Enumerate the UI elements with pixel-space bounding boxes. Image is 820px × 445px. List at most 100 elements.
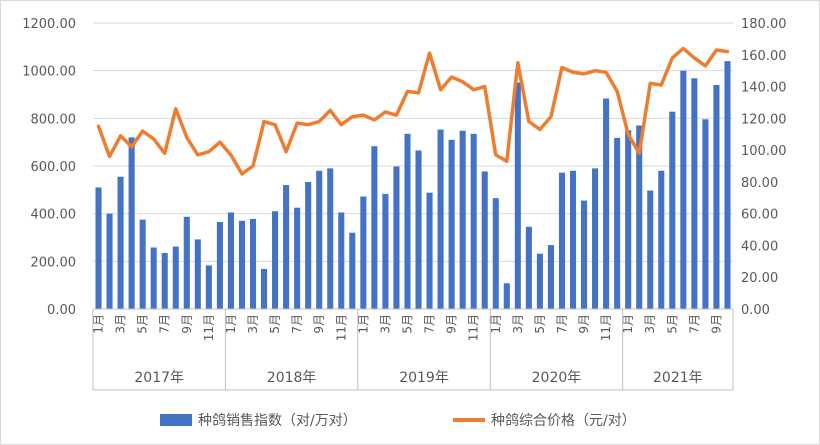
left-tick-label: 200.00	[31, 255, 77, 270]
month-tick-label: 11月	[202, 314, 216, 341]
bar	[647, 190, 654, 309]
month-tick-label: 3月	[378, 314, 392, 334]
bar	[470, 133, 477, 309]
bar	[459, 130, 466, 309]
month-tick-label: 5月	[136, 314, 150, 334]
bar	[205, 265, 212, 309]
year-label: 2019年	[399, 370, 449, 386]
month-tick-label: 5月	[533, 314, 547, 334]
month-tick-label: 3月	[643, 314, 657, 334]
bar	[194, 239, 201, 309]
month-tick-label: 1月	[356, 314, 370, 334]
bar	[603, 98, 610, 309]
month-tick-label: 5月	[268, 314, 282, 334]
left-tick-label: 0.00	[47, 303, 76, 318]
bar	[283, 185, 290, 309]
bar	[139, 219, 146, 309]
bar	[448, 139, 455, 309]
bar	[547, 245, 554, 309]
left-tick-label: 1200.00	[22, 17, 76, 32]
month-tick-label: 9月	[577, 314, 591, 334]
bar	[536, 253, 543, 309]
line-series	[96, 46, 730, 176]
right-tick-label: 40.00	[741, 239, 778, 254]
left-tick-label: 1000.00	[22, 65, 76, 80]
bar	[161, 252, 168, 309]
left-tick-label: 800.00	[31, 112, 77, 127]
bar	[183, 216, 190, 309]
year-label: 2017年	[134, 370, 184, 386]
right-tick-label: 140.00	[741, 81, 787, 96]
bar	[150, 247, 157, 309]
bar	[316, 170, 323, 309]
month-tick-label: 11月	[334, 314, 348, 341]
bar	[724, 61, 731, 310]
right-tick-label: 80.00	[741, 176, 778, 191]
right-axis-ticks: 0.00 20.00 40.00 60.00 80.00 100.00 120.00 140.…	[741, 17, 787, 318]
bar	[503, 283, 510, 309]
month-tick-label: 1月	[621, 314, 635, 334]
bar	[481, 171, 488, 309]
month-tick-label: 3月	[246, 314, 260, 334]
month-tick-label: 9月	[709, 314, 723, 334]
legend-label-bar: 种鸽销售指数（对/万对）	[198, 412, 357, 429]
bar	[581, 200, 588, 309]
bar	[95, 187, 102, 309]
bar	[106, 213, 113, 309]
bar	[128, 137, 135, 309]
month-tick-label: 7月	[423, 314, 437, 334]
right-tick-label: 0.00	[741, 303, 770, 318]
bar	[227, 212, 234, 309]
right-tick-label: 60.00	[741, 208, 778, 223]
bar	[636, 125, 643, 309]
bar	[614, 137, 621, 309]
bar	[117, 176, 124, 309]
month-tick-label: 9月	[180, 314, 194, 334]
month-tick-label: 7月	[687, 314, 701, 334]
month-tick-label: 11月	[599, 314, 613, 341]
x-axis: 1月 3月 5月 7月 9月 11月 1月 3月 5月 7月 9月 11月 1月 3月 5月 7月 9月 11月 1…	[92, 308, 734, 391]
bar	[702, 119, 709, 309]
bar	[680, 70, 687, 310]
bar	[492, 198, 499, 309]
year-label: 2021年	[653, 370, 703, 386]
bar	[514, 82, 521, 309]
bar	[426, 192, 433, 309]
month-tick-label: 7月	[158, 314, 172, 334]
bar	[625, 130, 632, 309]
left-tick-label: 400.00	[31, 208, 77, 223]
year-label: 2020年	[532, 370, 582, 386]
month-tick-label: 1月	[489, 314, 503, 334]
right-tick-label: 20.00	[741, 271, 778, 286]
month-tick-label: 3月	[114, 314, 128, 334]
bar	[592, 168, 599, 309]
legend: 种鸽销售指数（对/万对） 种鸽综合价格（元/对）	[160, 412, 636, 429]
right-tick-label: 120.00	[741, 112, 787, 127]
bar	[658, 170, 665, 309]
bar	[349, 232, 356, 309]
month-tick-label: 9月	[445, 314, 459, 334]
bar	[569, 170, 577, 309]
bar	[371, 146, 378, 309]
bar	[558, 172, 565, 309]
month-tick-label: 5月	[665, 314, 679, 334]
bar	[261, 268, 268, 309]
bar	[238, 220, 245, 309]
bar	[338, 212, 345, 309]
bar	[272, 211, 279, 309]
bar	[669, 111, 676, 309]
month-tick-label: 5月	[400, 314, 414, 334]
bar	[393, 166, 400, 309]
right-tick-label: 180.00	[741, 17, 787, 32]
month-tick-label: 1月	[224, 314, 238, 334]
bar	[216, 222, 223, 309]
bar	[360, 196, 367, 309]
bar	[327, 168, 334, 309]
bar	[249, 218, 257, 309]
month-tick-label: 1月	[92, 314, 106, 334]
month-tick-label: 7月	[290, 314, 304, 334]
bar	[437, 129, 444, 309]
legend-label-line: 种鸽综合价格（元/对）	[491, 412, 636, 429]
month-tick-label: 7月	[555, 314, 569, 334]
